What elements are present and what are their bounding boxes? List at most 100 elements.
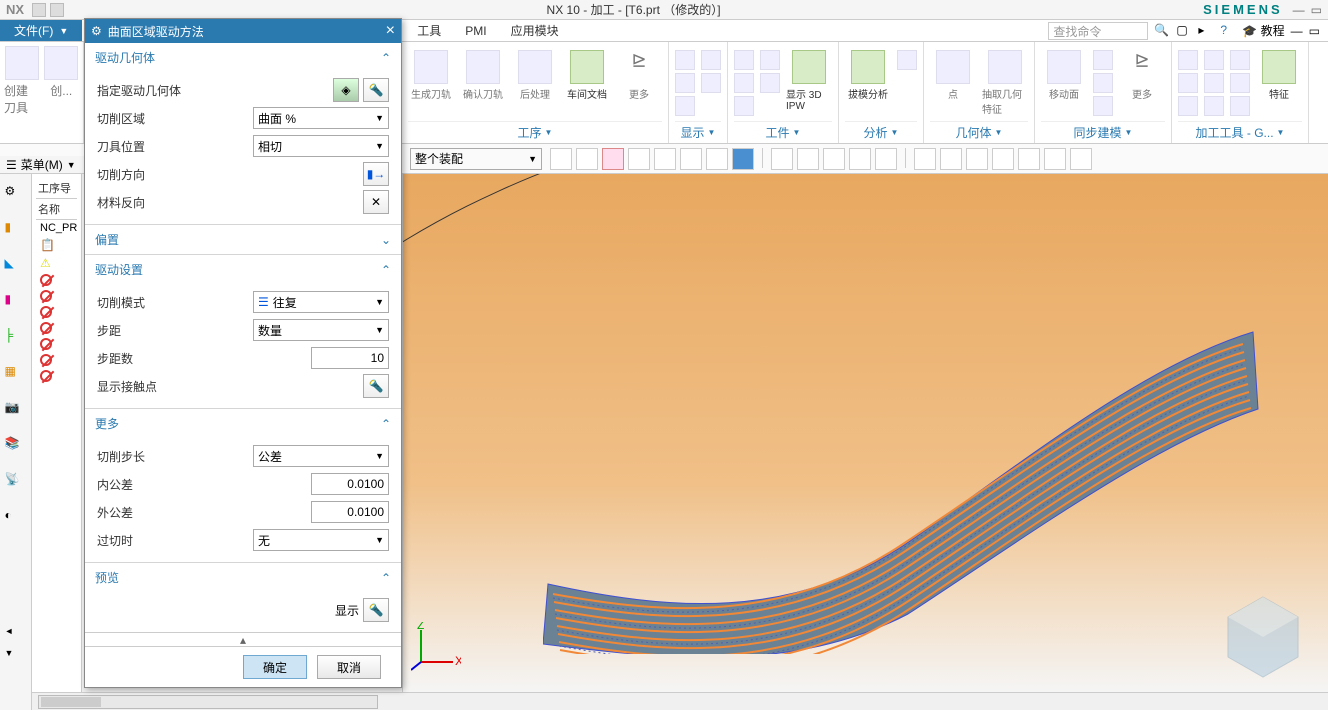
section-offset[interactable]: 偏置⌄ [85, 224, 401, 254]
rib-icon[interactable] [1204, 73, 1224, 93]
search-icon[interactable]: 🔍 [1154, 23, 1170, 39]
rib-icon[interactable] [897, 50, 917, 70]
in-tol-input[interactable] [311, 473, 389, 495]
rib-icon[interactable] [675, 73, 695, 93]
tb2-icon[interactable] [1018, 148, 1040, 170]
nav-icon[interactable]: 📚 [5, 436, 27, 458]
nav-item[interactable] [36, 272, 77, 288]
create-tool-button[interactable]: 创建刀具 [4, 46, 40, 139]
move-face-button[interactable]: 移动面 [1041, 50, 1087, 101]
section-drive-geometry[interactable]: 驱动几何体⌃ [85, 43, 401, 72]
help-icon[interactable]: ? [1220, 23, 1236, 39]
search-command-input[interactable]: 查找命令 [1048, 22, 1148, 40]
max2-icon[interactable]: ▭ [1309, 24, 1320, 38]
nav-item[interactable] [36, 352, 77, 368]
rib-icon[interactable] [701, 73, 721, 93]
tb-icon[interactable] [32, 3, 46, 17]
overcut-combo[interactable]: 无▼ [253, 529, 389, 551]
tb2-icon[interactable] [1070, 148, 1092, 170]
rib-icon[interactable] [760, 50, 780, 70]
rib-icon[interactable] [1093, 73, 1113, 93]
rib-icon[interactable] [734, 73, 754, 93]
cut-dir-button[interactable]: ▮→ [363, 162, 389, 186]
nav-item[interactable] [36, 304, 77, 320]
tb2-icon[interactable] [992, 148, 1014, 170]
rib-icon[interactable] [734, 96, 754, 116]
dialog-titlebar[interactable]: ⚙ 曲面区域驱动方法 × [85, 19, 401, 43]
step-num-input[interactable] [311, 347, 389, 369]
minimize-icon[interactable]: — [1293, 3, 1305, 17]
rib-icon[interactable] [1178, 96, 1198, 116]
nav-icon[interactable]: ▮ [5, 220, 27, 242]
rib-icon[interactable] [1204, 50, 1224, 70]
tool-pos-combo[interactable]: 相切▼ [253, 135, 389, 157]
assembly-combo[interactable]: 整个装配▼ [410, 148, 542, 170]
nav-item[interactable] [36, 320, 77, 336]
section-drive-settings[interactable]: 驱动设置⌃ [85, 254, 401, 284]
cut-mode-combo[interactable]: ☰往复▼ [253, 291, 389, 313]
menu-tools[interactable]: 工具 [417, 22, 441, 39]
window-icon[interactable]: ▢ [1176, 23, 1192, 39]
ribbon-group-label[interactable]: 显示▼ [675, 121, 721, 143]
rib-icon[interactable] [1204, 96, 1224, 116]
tb2-icon[interactable] [654, 148, 676, 170]
tb2-icon[interactable] [602, 148, 624, 170]
nav-root[interactable]: NC_PR [36, 220, 77, 236]
shop-doc-button[interactable]: 车间文档 [564, 50, 610, 101]
ribbon-group-label[interactable]: 几何体▼ [930, 121, 1028, 143]
rib-icon[interactable] [1230, 96, 1250, 116]
out-tol-input[interactable] [311, 501, 389, 523]
more-button[interactable]: ⊵更多 [1119, 50, 1165, 101]
show-contact-button[interactable]: 🔦 [363, 374, 389, 398]
nav-icon[interactable]: ▼ [5, 648, 27, 670]
gear-icon[interactable]: ⚙ [5, 184, 27, 206]
select-geom-button[interactable]: ◈ [333, 78, 359, 102]
tb2-icon[interactable] [706, 148, 728, 170]
gen-toolpath-button[interactable]: 生成刀轨 [408, 50, 454, 101]
rib-icon[interactable] [701, 50, 721, 70]
nav-icon[interactable]: ╞ [5, 328, 27, 350]
horizontal-scrollbar[interactable] [38, 695, 378, 709]
close-icon[interactable]: × [386, 22, 395, 40]
menu-button[interactable]: 菜单(M) [21, 156, 63, 173]
3d-viewport[interactable]: Z X [402, 174, 1328, 692]
nav-item[interactable] [36, 368, 77, 384]
nav-icon[interactable]: ▦ [5, 364, 27, 386]
feature-button[interactable]: 特征 [1256, 50, 1302, 101]
rib-icon[interactable] [1230, 73, 1250, 93]
arrow-icon[interactable]: ▸ [1198, 23, 1214, 39]
rib-icon[interactable] [1178, 73, 1198, 93]
nav-icon[interactable]: ◐ [5, 508, 27, 530]
tb2-icon[interactable] [771, 148, 793, 170]
tb2-icon[interactable] [849, 148, 871, 170]
min2-icon[interactable]: — [1291, 24, 1303, 38]
draft-analysis-button[interactable]: 拔模分析 [845, 50, 891, 101]
rib-icon[interactable] [1093, 96, 1113, 116]
point-button[interactable]: 点 [930, 50, 976, 101]
menu-app[interactable]: 应用模块 [511, 22, 559, 39]
section-more[interactable]: 更多⌃ [85, 408, 401, 438]
cut-area-combo[interactable]: 曲面 %▼ [253, 107, 389, 129]
tutorial-link[interactable]: 🎓 教程 [1242, 22, 1284, 39]
menu-strip-icon[interactable]: ☰ [6, 158, 17, 172]
show-preview-button[interactable]: 🔦 [363, 598, 389, 622]
tb2-icon[interactable] [628, 148, 650, 170]
rib-icon[interactable] [1093, 50, 1113, 70]
section-preview[interactable]: 预览⌃ [85, 562, 401, 592]
menu-pmi[interactable]: PMI [465, 24, 486, 38]
tb2-icon[interactable] [966, 148, 988, 170]
cut-len-combo[interactable]: 公差▼ [253, 445, 389, 467]
dialog-collapse-handle[interactable]: ▴ [85, 632, 401, 646]
nav-item[interactable] [36, 336, 77, 352]
tb-icon[interactable] [50, 3, 64, 17]
nav-icon[interactable]: 📡 [5, 472, 27, 494]
mat-rev-button[interactable]: ✕ [363, 190, 389, 214]
tb2-icon[interactable] [823, 148, 845, 170]
tb2-icon[interactable] [1044, 148, 1066, 170]
rib-icon[interactable] [1230, 50, 1250, 70]
tb2-icon[interactable] [732, 148, 754, 170]
create-button[interactable]: 创... [44, 46, 80, 139]
tb2-icon[interactable] [550, 148, 572, 170]
tb2-icon[interactable] [797, 148, 819, 170]
nav-icon[interactable]: 📷 [5, 400, 27, 422]
